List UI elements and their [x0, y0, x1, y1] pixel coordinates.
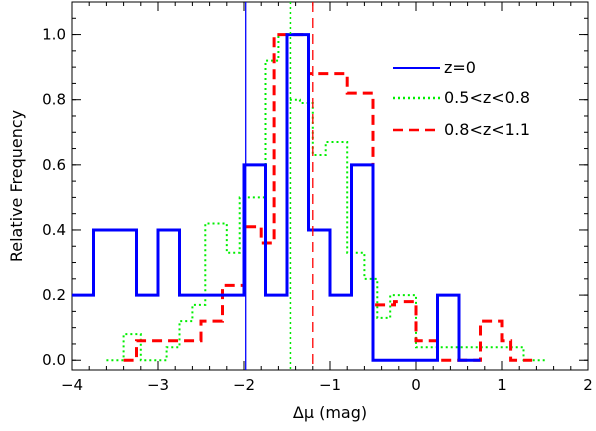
x-tick-label: 2 — [583, 376, 593, 394]
y-tick-label: 0.0 — [42, 351, 66, 369]
x-tick-label: 1 — [497, 376, 507, 394]
axis-ticks: −4 −3 −2 −1 0 1 2 0.0 0.2 0.4 0.6 0.8 1.0 — [42, 1, 593, 394]
y-axis-label: Relative Frequency — [7, 110, 26, 262]
y-tick-label: 0.4 — [42, 221, 66, 239]
y-tick-label: 0.2 — [42, 286, 66, 304]
series-dashed-line — [123, 33, 533, 362]
legend-label: z=0 — [444, 58, 476, 77]
x-axis-label: Δμ (mag) — [293, 403, 367, 422]
x-tick-label: −3 — [147, 376, 169, 394]
y-tick-label: 1.0 — [42, 26, 66, 44]
x-tick-label: −1 — [319, 376, 341, 394]
series-dotted-line — [106, 33, 545, 362]
plot-frame — [71, 1, 589, 371]
legend-label: 0.8<z<1.1 — [444, 120, 530, 139]
legend: z=0 0.5<z<0.8 0.8<z<1.1 — [393, 58, 530, 139]
x-tick-label: −4 — [61, 376, 83, 394]
legend-label: 0.5<z<0.8 — [444, 88, 530, 107]
series-solid-line — [72, 33, 481, 362]
series-layer — [72, 33, 545, 362]
y-tick-label: 0.8 — [42, 91, 66, 109]
x-tick-label: 0 — [411, 376, 421, 394]
median-lines — [245, 2, 314, 370]
x-tick-label: −2 — [233, 376, 255, 394]
y-tick-label: 0.6 — [42, 156, 66, 174]
